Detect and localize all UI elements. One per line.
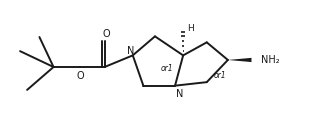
Text: or1: or1: [161, 64, 173, 72]
Text: N: N: [176, 89, 183, 99]
Text: N: N: [127, 46, 134, 56]
Text: NH₂: NH₂: [261, 55, 280, 65]
Text: O: O: [103, 29, 111, 39]
Text: O: O: [76, 71, 84, 81]
Polygon shape: [228, 58, 251, 62]
Text: H: H: [187, 24, 194, 33]
Text: or1: or1: [213, 71, 226, 80]
